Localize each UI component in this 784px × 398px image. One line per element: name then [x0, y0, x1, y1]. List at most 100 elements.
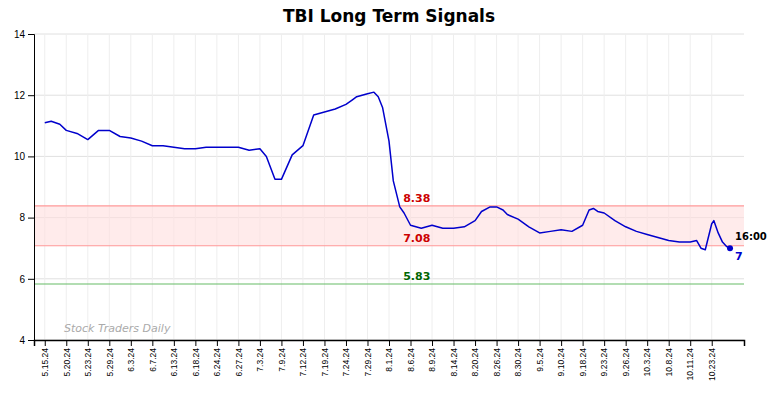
grid-line [453, 34, 454, 340]
x-tick-mark [131, 340, 132, 346]
grid-line [302, 34, 303, 340]
x-tick: 6.3.24 [126, 340, 136, 372]
x-tick-label: 10.11.24 [685, 348, 695, 381]
x-tick: 6.7.24 [148, 340, 158, 372]
x-tick-label: 5.29.24 [105, 348, 115, 377]
x-tick-mark [604, 340, 605, 346]
title: TBI Long Term Signals [283, 6, 495, 26]
grid-line [625, 34, 626, 340]
x-tick-label: 7.9.24 [277, 348, 287, 372]
x-tick-label: 9.26.24 [621, 348, 631, 377]
x-tick-label: 8.9.24 [427, 348, 437, 372]
x-tick-mark [260, 340, 261, 346]
x-tick: 8.9.24 [427, 340, 437, 372]
x-tick: 9.26.24 [621, 340, 631, 376]
x-tick-label: 6.27.24 [234, 348, 244, 377]
x-tick-mark [626, 340, 627, 346]
grid-line [324, 34, 325, 340]
x-tick-label: 9.23.24 [599, 348, 609, 377]
x-tick: 6.24.24 [212, 340, 222, 376]
x-tick-mark [195, 340, 196, 346]
x-tick: 9.18.24 [578, 340, 588, 376]
x-tick-label: 5.20.24 [61, 348, 71, 377]
x-tick-label: 6.18.24 [191, 348, 201, 377]
x-tick-mark [540, 340, 541, 346]
x-tick-label: 8.14.24 [449, 348, 459, 377]
grid-line [152, 34, 153, 340]
last-point [727, 245, 733, 251]
x-tick: 5.29.24 [105, 340, 115, 376]
grid-line [66, 34, 67, 340]
y-tick: 6 [19, 274, 34, 285]
x-tick: 10.8.24 [664, 340, 674, 376]
x-tick-mark [389, 340, 390, 346]
grid-line [367, 34, 368, 340]
x-tick-label: 10.23.24 [707, 348, 717, 381]
reference-label: 7.08 [403, 232, 430, 245]
x-tick-mark [88, 340, 89, 346]
y-tick-mark [28, 279, 34, 280]
x-tick-label: 10.3.24 [642, 348, 652, 377]
grid-line [87, 34, 88, 340]
last-point-label: 7 [735, 250, 743, 263]
x-tick-label: 10.8.24 [664, 348, 674, 377]
x-tick: 9.5.24 [535, 340, 545, 372]
x-tick: 8.20.24 [470, 340, 480, 376]
x-tick: 6.13.24 [169, 340, 179, 376]
x-tick: 7.12.24 [298, 340, 308, 376]
x-tick-mark [690, 340, 691, 346]
x-tick-label: 8.26.24 [492, 348, 502, 377]
grid-line [668, 34, 669, 340]
x-tick-mark [432, 340, 433, 346]
grid-line [711, 34, 712, 340]
grid-line [518, 34, 519, 340]
x-tick-mark [346, 340, 347, 346]
grid-line [647, 34, 648, 340]
x-tick-mark [497, 340, 498, 346]
x-tick: 7.29.24 [363, 340, 373, 376]
reference-line [34, 245, 744, 246]
grid-line [130, 34, 131, 340]
x-tick-label: 8.20.24 [470, 348, 480, 377]
marks [34, 92, 744, 284]
grid-line [582, 34, 583, 340]
x-tick-mark [217, 340, 218, 346]
grid-line [173, 34, 174, 340]
x-tick-label: 9.18.24 [578, 348, 588, 377]
x-tick-mark [411, 340, 412, 346]
x-tick-label: 6.7.24 [148, 348, 158, 372]
x-tick-mark [712, 340, 713, 346]
x-tick-label: 9.5.24 [535, 348, 545, 372]
y-tick: 4 [19, 335, 34, 346]
y-tick-mark [28, 156, 34, 157]
grid-line [389, 34, 390, 340]
grid-line [216, 34, 217, 340]
y-tick: 8 [19, 212, 34, 223]
x-tick-label: 5.15.24 [40, 348, 50, 377]
grid [34, 34, 744, 340]
x-tick: 10.3.24 [642, 340, 652, 376]
x-tick-label: 7.29.24 [363, 348, 373, 377]
x-axis: 5.15.245.20.245.23.245.29.246.3.246.7.24… [35, 340, 745, 381]
grid-line [432, 34, 433, 340]
x-tick-label: 8.30.24 [513, 348, 523, 377]
y-tick: 12 [14, 90, 34, 101]
grid-line [195, 34, 196, 340]
y-tick-mark [28, 218, 34, 219]
grid-line [496, 34, 497, 340]
x-tick: 8.30.24 [513, 340, 523, 376]
grid-line [345, 34, 346, 340]
x-tick-mark [45, 340, 46, 346]
y-tick-mark [28, 95, 34, 96]
x-tick-mark [66, 340, 67, 346]
plot: 5.15.245.20.245.23.245.29.246.3.246.7.24… [14, 29, 767, 381]
x-tick-mark [583, 340, 584, 346]
x-tick-label: 7.3.24 [255, 348, 265, 372]
grid-line [109, 34, 110, 340]
chart-container: 5.15.245.20.245.23.245.29.246.3.246.7.24… [0, 0, 784, 398]
grid-line [561, 34, 562, 340]
reference-label: 5.83 [403, 270, 430, 283]
x-tick-mark [324, 340, 325, 346]
y-tick-label: 10 [14, 151, 26, 162]
grid-line [475, 34, 476, 340]
